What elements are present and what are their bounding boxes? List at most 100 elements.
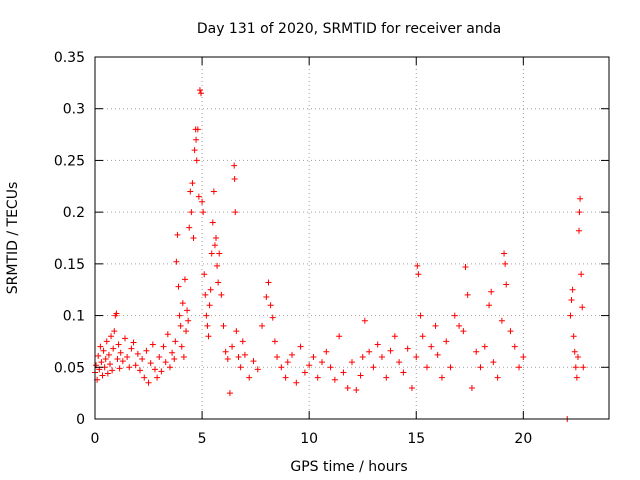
- data-point: [113, 310, 120, 317]
- data-point: [576, 209, 583, 216]
- data-point: [387, 347, 394, 354]
- data-point: [143, 347, 150, 354]
- data-points: [92, 87, 587, 422]
- data-point: [213, 235, 220, 241]
- x-tick-label: 0: [91, 431, 100, 447]
- data-point: [183, 328, 190, 335]
- data-point: [511, 343, 518, 350]
- data-point: [172, 338, 179, 345]
- data-point: [121, 335, 128, 342]
- data-point: [224, 356, 231, 363]
- data-point: [175, 283, 182, 290]
- data-point: [201, 271, 208, 278]
- y-tick-label: 0.3: [63, 102, 85, 118]
- data-point: [443, 338, 450, 345]
- data-point: [220, 322, 227, 329]
- data-point: [203, 312, 210, 319]
- data-point: [579, 304, 586, 311]
- x-axis-title: GPS time / hours: [290, 459, 407, 475]
- data-point: [215, 279, 222, 286]
- y-tick-label: 0.05: [54, 360, 85, 376]
- data-point: [490, 359, 497, 366]
- chart-title: Day 131 of 2020, SRMTID for receiver and…: [197, 21, 501, 37]
- data-point: [126, 364, 133, 371]
- data-point: [274, 353, 281, 360]
- data-point: [180, 353, 187, 360]
- data-point: [160, 343, 167, 350]
- data-point: [520, 353, 527, 360]
- data-point: [108, 333, 115, 340]
- data-point: [114, 356, 121, 363]
- data-point: [573, 374, 580, 381]
- data-point: [501, 250, 508, 257]
- data-point: [105, 351, 112, 358]
- data-point: [231, 162, 238, 169]
- data-point: [147, 360, 154, 367]
- y-tick-label: 0.35: [54, 50, 85, 66]
- data-point: [349, 359, 355, 366]
- data-point: [166, 364, 173, 371]
- data-point: [571, 348, 578, 355]
- data-point: [237, 364, 244, 371]
- data-point: [119, 358, 126, 365]
- data-point: [134, 350, 141, 357]
- y-axis-title: SRMTID / TECUs: [5, 182, 21, 295]
- data-point: [198, 90, 205, 97]
- data-point: [408, 384, 415, 391]
- data-point: [267, 302, 274, 309]
- data-point: [206, 302, 213, 309]
- data-point: [193, 157, 200, 164]
- data-point: [301, 369, 308, 376]
- data-point: [233, 328, 240, 335]
- data-point: [191, 147, 198, 154]
- data-point: [503, 281, 510, 288]
- data-point: [473, 348, 480, 355]
- y-tick-label: 0.1: [63, 309, 85, 325]
- data-point: [254, 366, 261, 373]
- data-point: [319, 359, 326, 366]
- data-point: [282, 374, 289, 381]
- data-point: [231, 176, 238, 183]
- data-point: [130, 339, 137, 346]
- data-point: [102, 356, 109, 363]
- data-point: [99, 372, 106, 379]
- data-point: [396, 359, 403, 366]
- data-point: [259, 322, 266, 329]
- data-point: [570, 333, 577, 340]
- data-point: [494, 374, 501, 381]
- data-point: [265, 279, 272, 286]
- data-point: [353, 387, 360, 394]
- data-point: [359, 353, 366, 360]
- data-point: [169, 349, 176, 356]
- data-point: [451, 312, 458, 319]
- data-point: [188, 209, 195, 216]
- data-point: [218, 291, 225, 298]
- data-point: [569, 286, 576, 293]
- data-point: [370, 364, 377, 371]
- data-point: [438, 374, 445, 381]
- data-point: [456, 322, 463, 329]
- data-point: [419, 333, 426, 340]
- data-point: [177, 322, 184, 329]
- data-point: [250, 358, 257, 365]
- data-point: [391, 333, 398, 340]
- data-point: [158, 368, 165, 375]
- x-tick-label: 10: [300, 431, 318, 447]
- data-point: [141, 374, 148, 381]
- data-point: [383, 374, 390, 381]
- data-point: [156, 353, 163, 360]
- data-point: [208, 250, 215, 257]
- data-point: [128, 345, 135, 352]
- data-point: [154, 374, 161, 381]
- grid: [95, 57, 609, 419]
- data-point: [116, 365, 123, 372]
- data-point: [209, 219, 216, 226]
- data-point: [374, 341, 381, 348]
- data-point: [297, 343, 304, 350]
- data-point: [176, 312, 183, 319]
- data-point: [178, 343, 185, 350]
- data-point: [580, 364, 587, 371]
- data-point: [109, 367, 116, 374]
